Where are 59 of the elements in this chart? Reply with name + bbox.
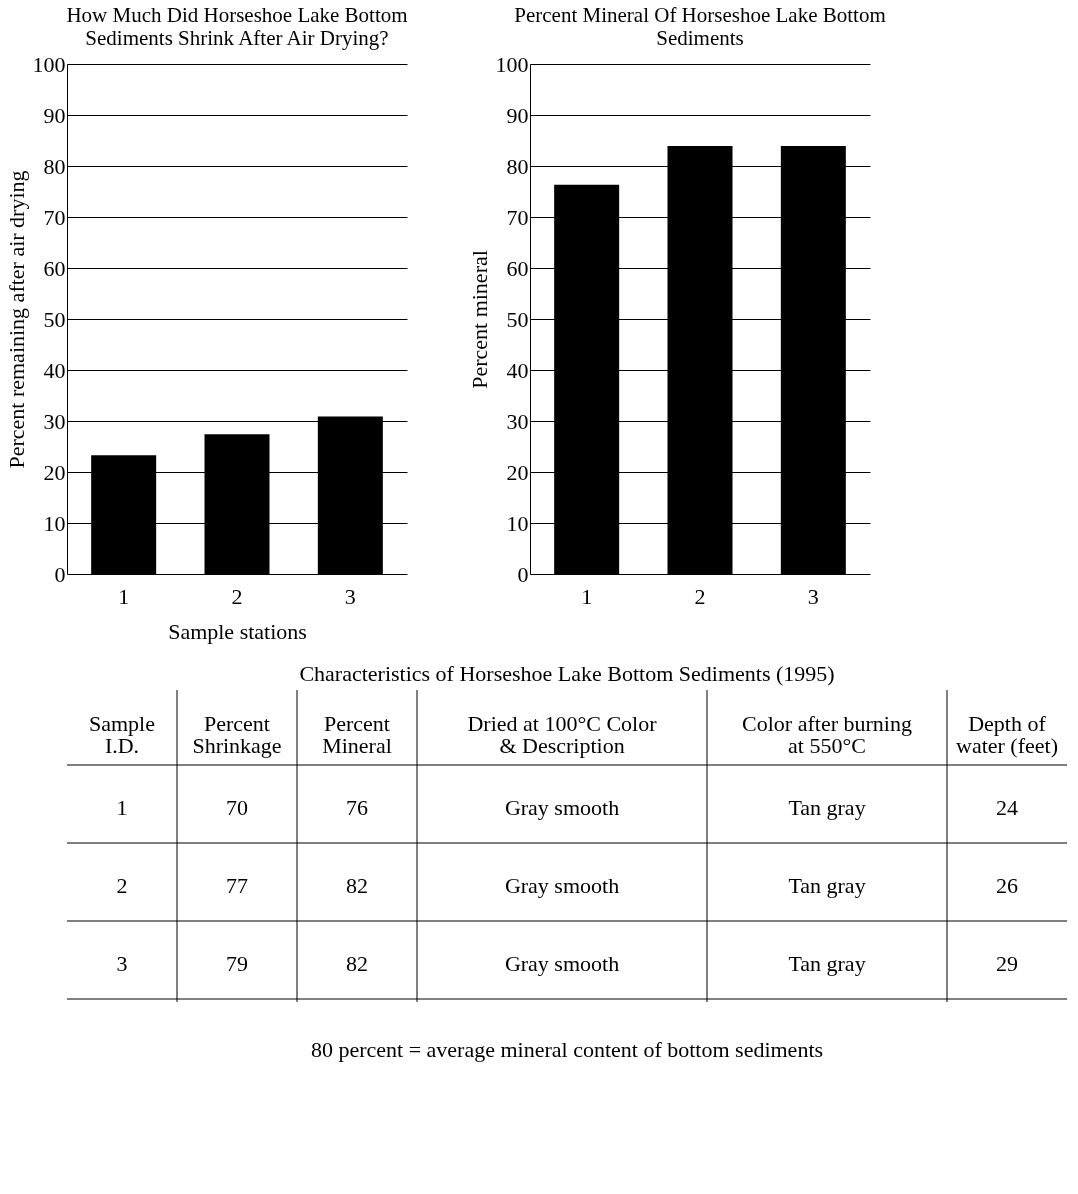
text: 79 bbox=[226, 951, 248, 976]
y-axis-title: Percent mineral bbox=[466, 250, 492, 389]
x-tick-label: 2 bbox=[694, 583, 706, 609]
text: Percent Shrinkage bbox=[192, 711, 282, 758]
text: Color after burning at 550°C bbox=[742, 711, 912, 758]
text: 76 bbox=[346, 795, 368, 820]
y-tick-label: 30 bbox=[506, 408, 529, 434]
x-tick-label: 3 bbox=[344, 583, 356, 609]
y-tick-label: 40 bbox=[43, 357, 66, 383]
y-tick-label: 60 bbox=[43, 255, 66, 281]
y-tick-label: 30 bbox=[43, 408, 66, 434]
chart-title: Percent Mineral Of Horseshoe Lake Bottom Sediments bbox=[514, 3, 886, 50]
y-tick-label: 20 bbox=[506, 459, 529, 485]
y-tick-label: 50 bbox=[506, 306, 529, 332]
y-tick-label: 80 bbox=[43, 153, 66, 179]
y-tick-label: 100 bbox=[32, 51, 66, 77]
x-axis-title: Sample stations bbox=[168, 618, 307, 644]
chart-title: How Much Did Horseshoe Lake Bottom Sediments Shrink After Air Drying? bbox=[66, 3, 408, 50]
text: Gray smooth bbox=[504, 795, 620, 820]
x-tick-label: 2 bbox=[231, 583, 243, 609]
text: 82 bbox=[346, 873, 368, 898]
y-tick-label: 50 bbox=[43, 306, 66, 332]
text: Sample I.D. bbox=[89, 711, 155, 758]
y-tick-label: 70 bbox=[506, 204, 529, 230]
text: Percent Mineral bbox=[322, 711, 392, 758]
text: Tan gray bbox=[788, 795, 866, 820]
text: 80 percent = average mineral content of bottom sediments bbox=[310, 1037, 824, 1062]
y-tick-label: 0 bbox=[517, 561, 529, 587]
text: 26 bbox=[996, 873, 1018, 898]
text: Tan gray bbox=[788, 951, 866, 976]
text: Gray smooth bbox=[504, 873, 620, 898]
y-tick-label: 100 bbox=[495, 51, 529, 77]
text: Characteristics of Horseshoe Lake Bottom Sediments (1995) bbox=[299, 660, 835, 686]
text: Gray smooth bbox=[504, 951, 620, 976]
text: 70 bbox=[226, 795, 248, 820]
text: 82 bbox=[346, 951, 368, 976]
y-axis-title: Percent remaining after air drying bbox=[3, 170, 29, 469]
text: 1 bbox=[116, 795, 128, 820]
x-tick-label: 1 bbox=[581, 583, 593, 609]
text: 3 bbox=[116, 951, 128, 976]
y-tick-label: 90 bbox=[506, 102, 529, 128]
text: 77 bbox=[226, 873, 248, 898]
y-tick-label: 40 bbox=[506, 357, 529, 383]
text: 24 bbox=[996, 795, 1018, 820]
x-tick-label: 1 bbox=[118, 583, 130, 609]
y-tick-label: 80 bbox=[506, 153, 529, 179]
y-tick-label: 70 bbox=[43, 204, 66, 230]
y-tick-label: 60 bbox=[506, 255, 529, 281]
y-tick-label: 10 bbox=[43, 510, 66, 536]
text: Dried at 100°C Color & Description bbox=[467, 711, 658, 758]
text: 29 bbox=[996, 951, 1018, 976]
x-tick-label: 3 bbox=[807, 583, 819, 609]
y-tick-label: 20 bbox=[43, 459, 66, 485]
y-tick-label: 0 bbox=[54, 561, 66, 587]
y-tick-label: 10 bbox=[506, 510, 529, 536]
text: Depth of water (feet) bbox=[956, 711, 1058, 758]
y-tick-label: 90 bbox=[43, 102, 66, 128]
text: 2 bbox=[116, 873, 128, 898]
text: Tan gray bbox=[788, 873, 866, 898]
